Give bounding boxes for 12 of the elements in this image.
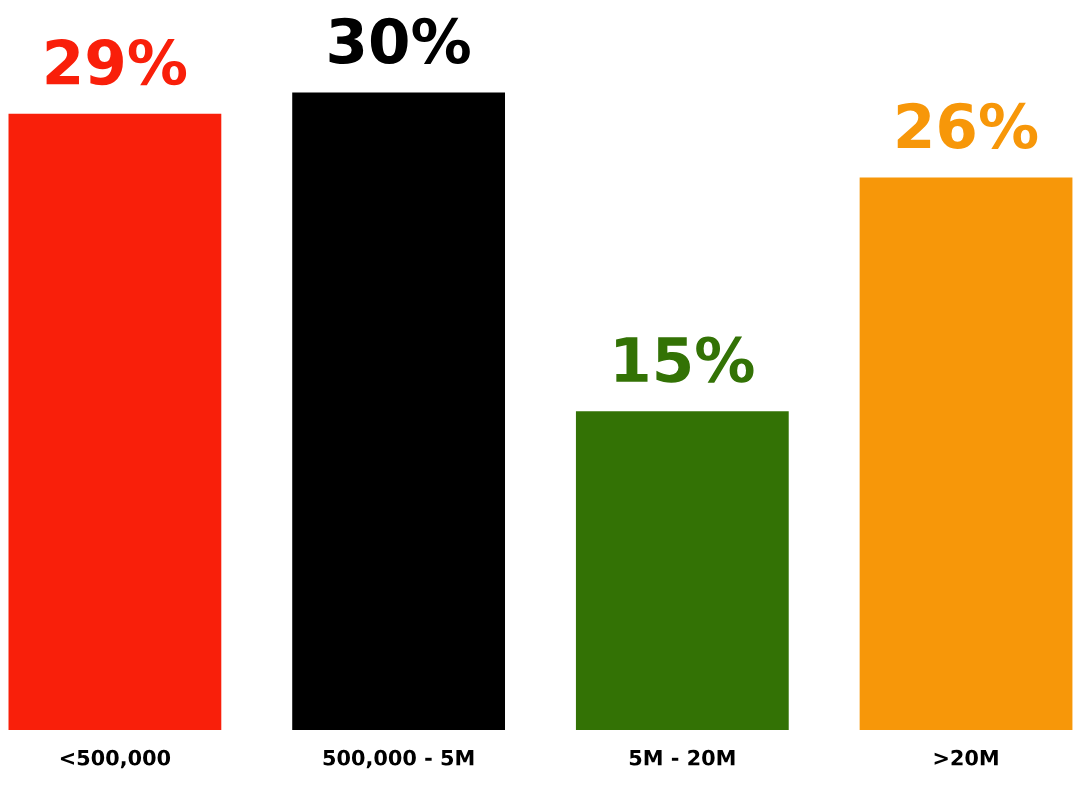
data-label: 26%: [897, 102, 1038, 149]
x-tick-label: 500,000 - 5M: [323, 749, 474, 769]
bar: [859, 177, 1073, 730]
x-tick-label: 5M - 20M: [629, 749, 735, 766]
data-label: 15%: [616, 336, 754, 383]
bar: [292, 92, 506, 730]
bar: [8, 113, 222, 730]
x-tick-label: <500,000: [60, 749, 171, 769]
data-label: 29%: [46, 38, 187, 86]
bar: [575, 411, 789, 730]
x-tick-label: >20M: [934, 749, 998, 766]
data-label: 30%: [329, 17, 470, 64]
